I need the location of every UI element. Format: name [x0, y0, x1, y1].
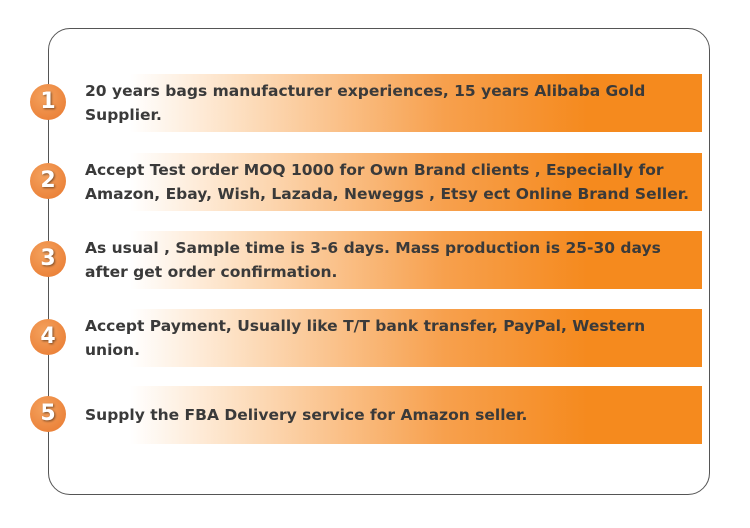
number-badge: 2 — [30, 163, 66, 199]
number-badge: 3 — [30, 241, 66, 277]
highlight-bar — [130, 153, 702, 211]
highlight-bar — [130, 231, 702, 289]
item-text: 20 years bags manufacturer experiences, … — [85, 82, 646, 124]
list-item: 4 Accept Payment, Usually like T/T bank t… — [30, 309, 702, 367]
number-badge: 4 — [30, 319, 66, 355]
highlight-bar — [130, 386, 702, 444]
highlight-bar — [130, 309, 702, 367]
list-item: 1 20 years bags manufacturer experiences,… — [30, 74, 702, 132]
list-item: 2 Accept Test order MOQ 1000 for Own Bran… — [30, 153, 702, 211]
number-badge: 5 — [30, 396, 66, 432]
item-text: Accept Payment, Usually like T/T bank tr… — [85, 317, 646, 359]
list-item: 3 As usual , Sample time is 3-6 days. Mas… — [30, 231, 702, 289]
number-badge: 1 — [30, 84, 66, 120]
item-text: As usual , Sample time is 3-6 days. Mass… — [85, 239, 661, 281]
item-text: Supply the FBA Delivery service for Amaz… — [85, 406, 528, 424]
list-item: 5 Supply the FBA Delivery service for Ama… — [30, 386, 702, 444]
item-text: Accept Test order MOQ 1000 for Own Brand… — [85, 161, 690, 203]
highlight-bar — [130, 74, 702, 132]
